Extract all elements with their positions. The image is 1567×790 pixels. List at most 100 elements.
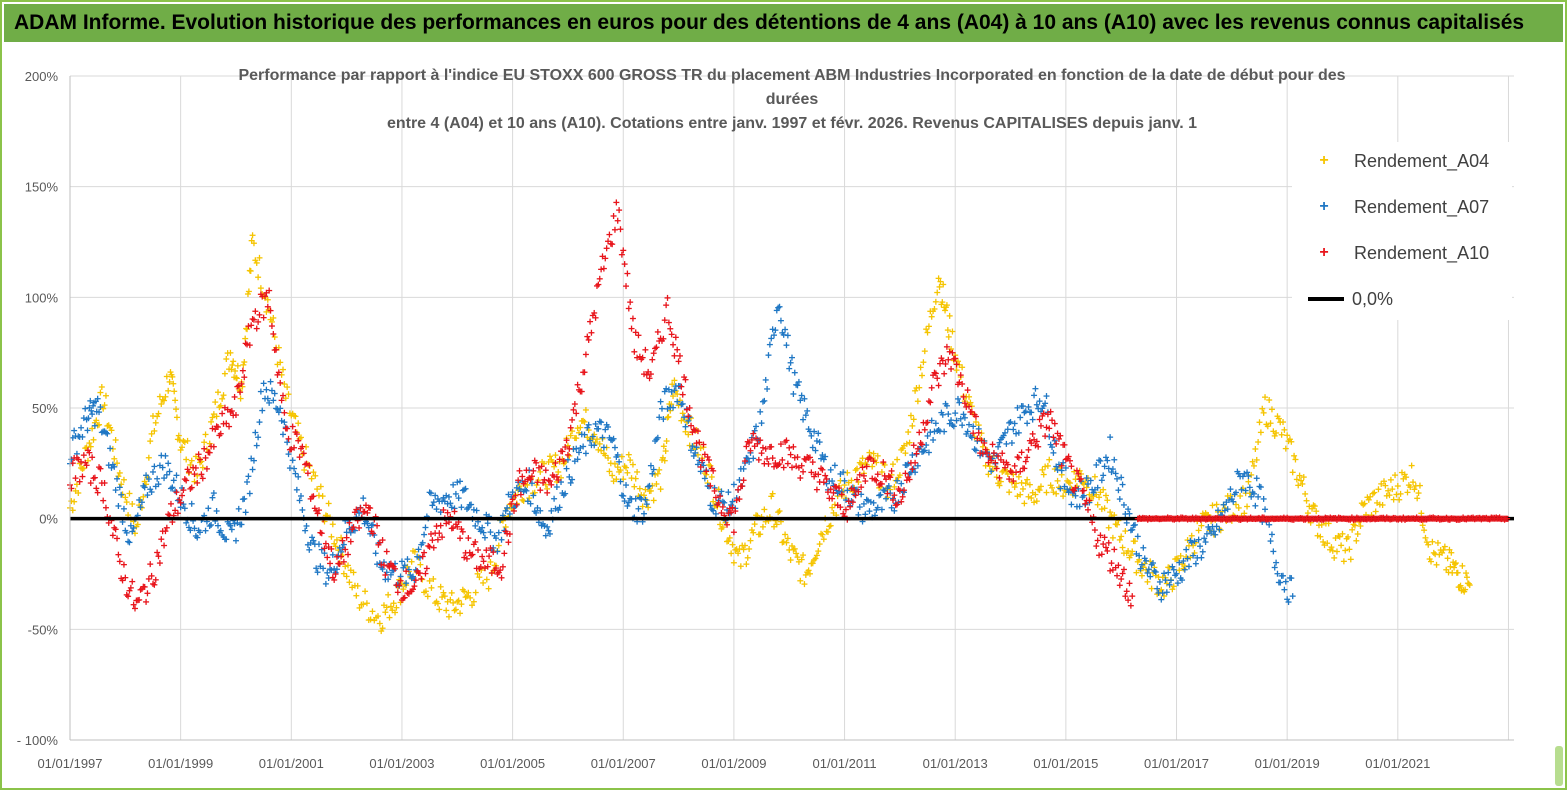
data-point-a07 <box>650 466 657 473</box>
data-point-a04 <box>1060 493 1067 500</box>
data-point-a04 <box>214 389 221 396</box>
data-point-a04 <box>208 418 215 425</box>
data-point-a04 <box>1421 527 1428 534</box>
data-point-a04 <box>436 606 443 613</box>
data-point-a07 <box>454 479 461 486</box>
data-point-a04 <box>220 392 227 399</box>
data-point-a07 <box>144 492 151 499</box>
data-point-a04 <box>281 381 288 388</box>
data-point-a07 <box>645 483 652 490</box>
data-point-a04 <box>1141 560 1148 567</box>
data-point-a07 <box>800 416 807 423</box>
data-point-a04 <box>920 359 927 366</box>
data-point-a04 <box>1314 532 1321 539</box>
data-point-a07 <box>296 497 303 504</box>
data-point-a07 <box>372 550 379 557</box>
data-point-a04 <box>618 453 625 460</box>
data-point-a04 <box>744 554 751 561</box>
data-point-a04 <box>319 493 326 500</box>
data-point-a07 <box>210 490 217 497</box>
data-point-a04 <box>1297 477 1304 484</box>
data-point-a07 <box>250 457 257 464</box>
data-point-a04 <box>914 398 921 405</box>
data-point-a04 <box>96 421 103 428</box>
data-point-a04 <box>1425 541 1432 548</box>
data-point-a07 <box>782 326 789 333</box>
data-point-a04 <box>1389 486 1396 493</box>
data-point-a07 <box>68 456 75 463</box>
data-point-a04 <box>1118 533 1125 540</box>
data-point-a04 <box>458 601 465 608</box>
data-point-a07 <box>114 475 121 482</box>
data-point-a04 <box>1043 489 1050 496</box>
data-point-a04 <box>159 396 166 403</box>
data-point-a07 <box>414 553 421 560</box>
data-point-a04 <box>1033 498 1040 505</box>
data-point-a04 <box>1275 415 1282 422</box>
data-point-a07 <box>209 494 216 501</box>
data-point-a04 <box>923 326 930 333</box>
data-point-a04 <box>746 545 753 552</box>
data-point-a07 <box>387 571 394 578</box>
data-point-a04 <box>1217 527 1224 534</box>
data-point-a04 <box>232 374 239 381</box>
data-point-a04 <box>708 473 715 480</box>
data-point-a04 <box>356 604 363 611</box>
data-point-a07 <box>89 411 96 418</box>
data-point-a04 <box>623 464 630 471</box>
data-point-a04 <box>325 500 332 507</box>
data-point-a07 <box>206 523 213 530</box>
data-point-a04 <box>741 542 748 549</box>
data-point-a07 <box>840 469 847 476</box>
data-point-a07 <box>692 449 699 456</box>
data-point-a04 <box>1293 476 1300 483</box>
data-point-a04 <box>1284 432 1291 439</box>
data-point-a07 <box>426 489 433 496</box>
data-point-a04 <box>1396 496 1403 503</box>
data-point-a04 <box>245 288 252 295</box>
data-point-a07 <box>289 457 296 464</box>
data-point-a07 <box>811 428 818 435</box>
data-point-a04 <box>725 538 732 545</box>
data-point-a04 <box>241 359 248 366</box>
data-point-a07 <box>769 326 776 333</box>
data-point-a04 <box>1039 466 1046 473</box>
data-point-a04 <box>362 588 369 595</box>
data-point-a07 <box>159 464 166 471</box>
data-point-a04 <box>1011 484 1018 491</box>
data-point-a07 <box>876 492 883 499</box>
data-point-a07 <box>600 444 607 451</box>
data-point-a07 <box>231 520 238 527</box>
data-point-a04 <box>445 613 452 620</box>
data-point-a04 <box>376 620 383 627</box>
data-point-a07 <box>801 395 808 402</box>
data-point-a07 <box>794 382 801 389</box>
data-point-a04 <box>1387 476 1394 483</box>
data-point-a04 <box>806 570 813 577</box>
data-point-a04 <box>1462 586 1469 593</box>
data-point-a07 <box>85 415 92 422</box>
data-point-a07 <box>401 562 408 569</box>
data-point-a07 <box>820 456 827 463</box>
data-point-a04 <box>1032 491 1039 498</box>
data-point-a04 <box>801 581 808 588</box>
data-point-a07 <box>513 484 520 491</box>
data-point-a04 <box>757 531 764 538</box>
data-point-a07 <box>169 484 176 491</box>
data-point-a07 <box>458 504 465 511</box>
data-point-a04 <box>345 562 352 569</box>
data-point-a07 <box>941 428 948 435</box>
data-point-a04 <box>1310 502 1317 509</box>
data-point-a07 <box>472 522 479 529</box>
data-point-a04 <box>943 302 950 309</box>
data-point-a04 <box>818 530 825 537</box>
data-point-a04 <box>896 472 903 479</box>
data-point-a04 <box>827 522 834 529</box>
data-point-a04 <box>1122 528 1129 535</box>
data-point-a04 <box>1268 406 1275 413</box>
data-point-a04 <box>1022 480 1029 487</box>
data-point-a04 <box>1188 532 1195 539</box>
data-point-a04 <box>250 240 257 247</box>
data-point-a04 <box>1071 468 1078 475</box>
